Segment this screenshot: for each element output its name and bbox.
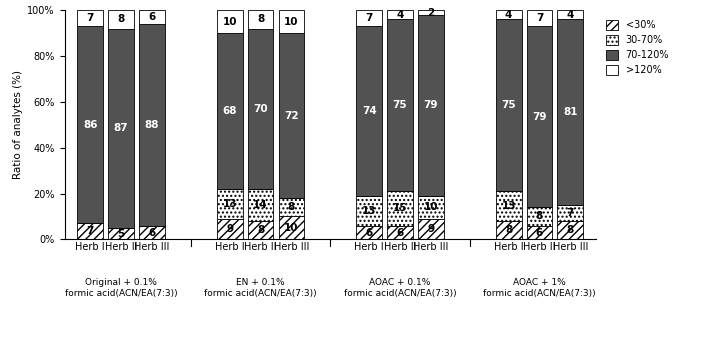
Text: 6: 6 [396,227,404,238]
Bar [387,191,413,226]
Bar [217,33,243,189]
Text: 75: 75 [393,100,407,110]
Text: 4: 4 [567,10,574,20]
Text: 86: 86 [83,120,98,130]
Text: 9: 9 [427,224,434,234]
Bar [496,221,521,239]
Text: 9: 9 [226,224,233,234]
Bar [526,26,552,207]
Bar [356,10,382,26]
Bar [108,29,134,228]
Bar [217,189,243,219]
Bar [78,10,103,26]
Text: 6: 6 [148,227,156,238]
Bar [139,24,164,226]
Bar [279,10,304,33]
Bar [387,226,413,239]
Text: 8: 8 [288,202,295,212]
Bar [418,219,444,239]
Text: 79: 79 [424,100,438,110]
Text: 7: 7 [567,208,574,218]
Text: 2: 2 [427,8,434,17]
Text: 10: 10 [223,17,237,27]
Bar [526,10,552,26]
Text: EN + 0.1%
formic acid(ACN/EA(7:3)): EN + 0.1% formic acid(ACN/EA(7:3)) [204,278,317,298]
Text: 81: 81 [563,107,577,117]
Text: Original + 0.1%
formic acid(ACN/EA(7:3)): Original + 0.1% formic acid(ACN/EA(7:3)) [65,278,177,298]
Bar [496,191,521,221]
Text: 4: 4 [505,10,513,20]
Text: 7: 7 [365,13,373,23]
Text: AOAC + 0.1%
formic acid(ACN/EA(7:3)): AOAC + 0.1% formic acid(ACN/EA(7:3)) [344,278,457,298]
Text: 75: 75 [501,100,516,110]
Text: 10: 10 [284,223,299,233]
Bar [356,226,382,239]
Bar [217,219,243,239]
Bar [557,205,583,221]
Y-axis label: Ratio of analytes (%): Ratio of analytes (%) [13,70,23,179]
Text: 5: 5 [118,229,125,239]
Bar [387,10,413,19]
Bar [356,26,382,196]
Text: 6: 6 [365,227,373,238]
Bar [279,216,304,239]
Bar [418,10,444,15]
Bar [557,10,583,19]
Text: 13: 13 [501,201,516,211]
Text: 14: 14 [253,200,268,210]
Bar [78,26,103,223]
Text: 8: 8 [257,14,264,24]
Bar [248,189,274,221]
Bar [217,10,243,33]
Bar [387,19,413,191]
Text: 7: 7 [87,226,94,236]
Text: AOAC + 1%
formic acid(ACN/EA(7:3)): AOAC + 1% formic acid(ACN/EA(7:3)) [483,278,596,298]
Text: 8: 8 [536,211,543,222]
Text: 7: 7 [536,13,543,23]
Text: 8: 8 [505,225,513,235]
Bar [526,226,552,239]
Text: 6: 6 [148,12,156,22]
Text: 8: 8 [118,14,125,24]
Bar [108,10,134,29]
Text: 88: 88 [144,120,159,130]
Text: 68: 68 [223,106,237,116]
Text: 10: 10 [424,202,438,212]
Text: 13: 13 [362,206,376,216]
Text: 10: 10 [284,17,299,27]
Text: 70: 70 [253,104,268,114]
Bar [248,10,274,29]
Text: 6: 6 [536,227,543,238]
Bar [496,10,521,19]
Text: 79: 79 [532,112,546,122]
Bar [139,226,164,239]
Bar [557,19,583,205]
Text: 8: 8 [567,225,574,235]
Text: 87: 87 [113,123,129,133]
Bar [418,15,444,196]
Bar [78,223,103,239]
Bar [418,196,444,219]
Text: 72: 72 [284,111,299,121]
Bar [496,19,521,191]
Bar [139,10,164,24]
Bar [526,207,552,226]
Bar [248,29,274,189]
Text: 15: 15 [393,203,407,213]
Text: 4: 4 [396,10,404,20]
Legend: <30%, 30-70%, 70-120%, >120%: <30%, 30-70%, 70-120%, >120% [606,20,669,75]
Bar [279,198,304,216]
Bar [279,33,304,198]
Bar [248,221,274,239]
Text: 13: 13 [223,199,237,209]
Text: 7: 7 [87,13,94,23]
Text: 74: 74 [362,106,376,116]
Text: 8: 8 [257,225,264,235]
Bar [356,196,382,226]
Bar [108,228,134,239]
Bar [557,221,583,239]
